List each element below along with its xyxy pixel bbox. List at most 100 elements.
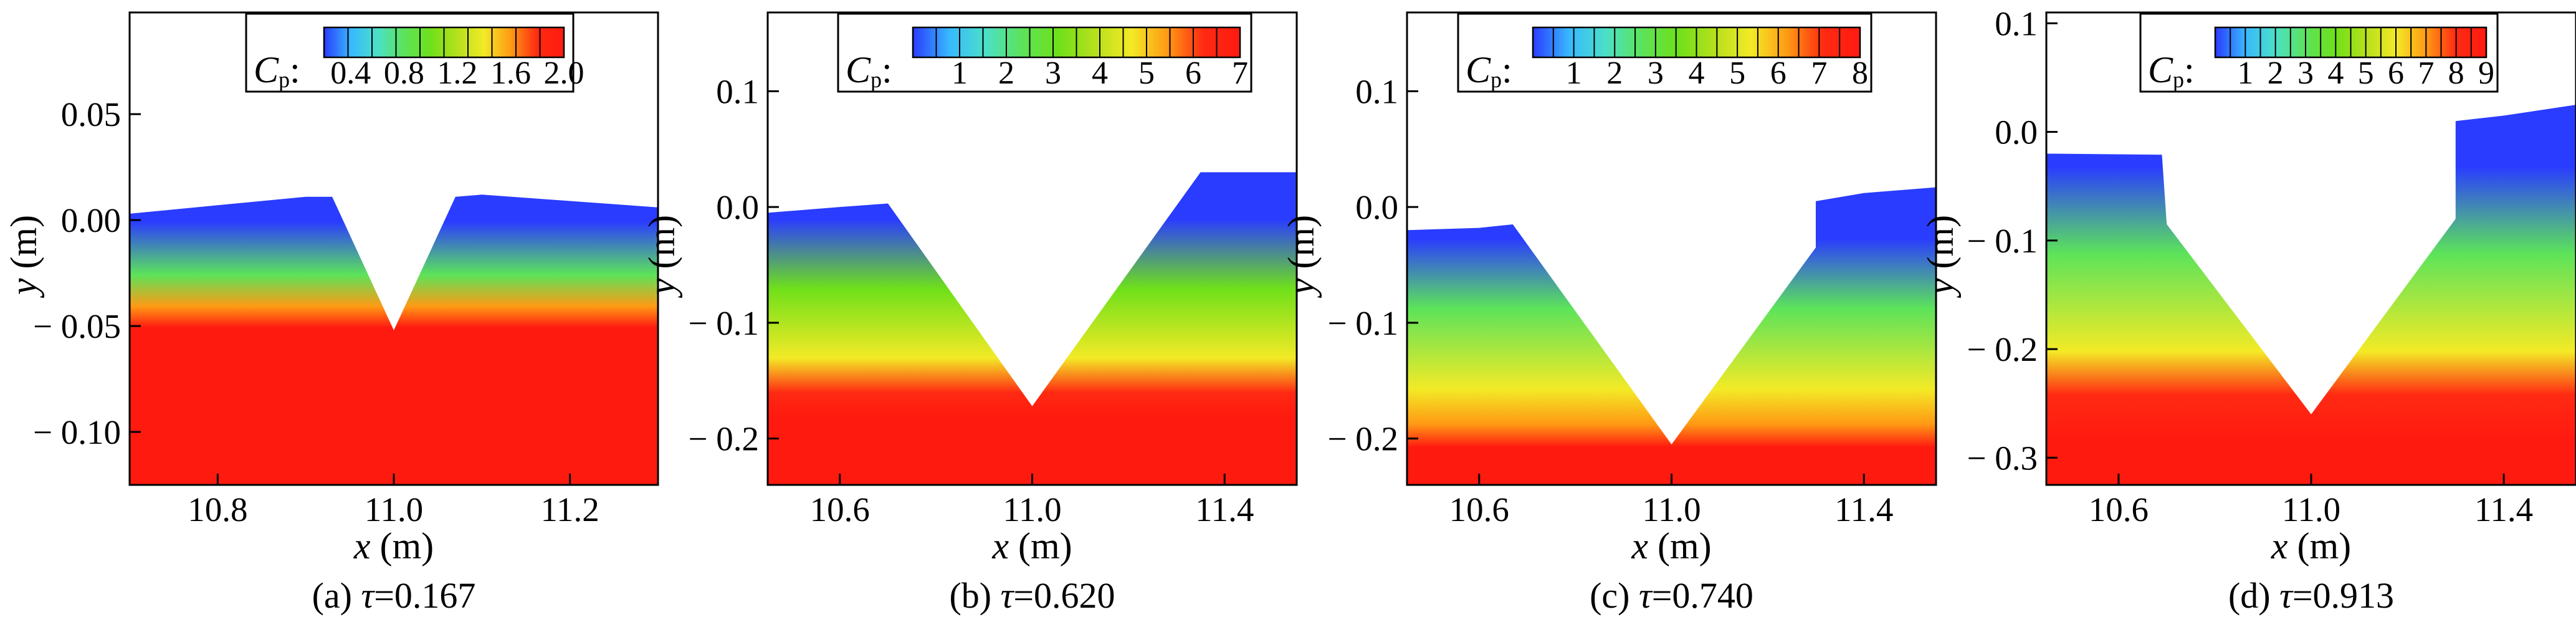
- colorbar-tick-label: 4: [2327, 55, 2344, 91]
- colorbar-tick-label: 2: [1606, 55, 1623, 91]
- colorbar-tick-label: 3: [1045, 55, 1061, 91]
- x-axis-unit: (m): [1648, 525, 1712, 567]
- x-axis-unit: (m): [1009, 525, 1072, 567]
- panel-a: 10.8 11.0 11.20.050.00− 0.05− 0.10x (m)y (…: [3, 11, 659, 616]
- caption-symbol: τ: [1639, 575, 1653, 616]
- colorbar-tick-label: 0.8: [384, 55, 424, 91]
- x-tick-label: 11.2: [541, 490, 599, 529]
- y-axis-unit: (m): [641, 215, 682, 279]
- colorbar-title-sub: p: [1491, 67, 1502, 92]
- x-tick-label: 10.6: [1449, 490, 1509, 529]
- pressure-field: [130, 194, 658, 485]
- x-axis-title: x (m): [2271, 525, 2351, 567]
- y-tick-label: − 0.1: [1967, 222, 2038, 260]
- x-tick-label: 10.6: [2089, 490, 2149, 529]
- caption-prefix: (d): [2228, 575, 2279, 616]
- colorbar-tick-label: 5: [1138, 55, 1155, 91]
- colorbar-tick-label: 6: [1185, 55, 1201, 91]
- colorbar-title-var: C: [1466, 49, 1491, 90]
- colorbar-tick-label: 1: [952, 55, 968, 91]
- y-tick-label: 0.00: [61, 201, 121, 239]
- colorbar-title-colon: :: [290, 49, 300, 90]
- y-tick-label: − 0.10: [33, 413, 121, 451]
- panel-b: 10.6 11.0 11.40.10.0− 0.1− 0.2x (m)y (m)Cp…: [641, 11, 1298, 616]
- colorbar-title-sub: p: [279, 67, 290, 92]
- x-tick-label: 10.6: [810, 490, 870, 529]
- caption-value: =0.620: [1013, 575, 1115, 616]
- x-axis-var: x: [2271, 525, 2288, 567]
- x-tick-label: 11.0: [1642, 490, 1701, 529]
- y-tick-label: − 0.05: [33, 307, 121, 345]
- panel-c: 10.6 11.0 11.40.10.0− 0.1− 0.2x (m)y (m)Cp…: [1281, 11, 1937, 616]
- colorbar-tick-label: 1: [2237, 55, 2253, 91]
- colorbar-title: Cp:: [254, 49, 300, 92]
- colorbar-title: Cp:: [2148, 49, 2195, 92]
- colorbar-title-var: C: [254, 49, 279, 90]
- y-tick-label: 0.0: [1355, 188, 1398, 226]
- y-tick-label: − 0.3: [1967, 439, 2038, 477]
- colorbar-tick-label: 1: [1566, 55, 1582, 91]
- colorbar-tick-label: 7: [1811, 55, 1827, 91]
- colorbar-title: Cp:: [846, 49, 892, 92]
- caption-symbol: τ: [361, 575, 375, 616]
- y-tick-label: 0.0: [716, 188, 759, 226]
- y-axis-var: y: [1920, 278, 1961, 299]
- caption-value: =0.740: [1652, 575, 1753, 616]
- pressure-field: [2046, 105, 2576, 485]
- colorbar-tick-label: 2: [998, 55, 1014, 91]
- y-axis-title: y (m): [3, 215, 44, 299]
- pressure-field: [1407, 187, 1936, 485]
- y-tick-label: − 0.1: [688, 304, 759, 342]
- colorbar-title-colon: :: [882, 49, 892, 90]
- y-tick-label: 0.05: [61, 95, 121, 133]
- caption-prefix: (a): [312, 575, 361, 616]
- colorbar-title-colon: :: [2184, 49, 2195, 90]
- y-tick-label: − 0.2: [1967, 330, 2038, 368]
- pressure-field: [768, 172, 1297, 485]
- colorbar-tick-label: 2.0: [544, 55, 584, 91]
- colorbar-tick-label: 1.2: [437, 55, 477, 91]
- x-tick-label: 11.4: [2474, 490, 2533, 529]
- x-axis-var: x: [1631, 525, 1648, 567]
- colorbar-tick-label: 7: [2418, 55, 2434, 91]
- colorbar-tick-label: 5: [2358, 55, 2374, 91]
- panel-caption: (c) τ=0.740: [1590, 575, 1753, 616]
- colorbar-tick-label: 3: [2297, 55, 2314, 91]
- colorbar-tick-label: 2: [2268, 55, 2284, 91]
- x-tick-label: 11.4: [1834, 490, 1893, 529]
- x-axis-unit: (m): [371, 525, 434, 567]
- colorbar-title-var: C: [846, 49, 871, 90]
- x-axis-title: x (m): [991, 525, 1072, 567]
- x-axis-var: x: [991, 525, 1009, 567]
- panel-caption: (b) τ=0.620: [949, 575, 1115, 616]
- colorbar-tick-label: 8: [1852, 55, 1868, 91]
- colorbar-tick-label: 6: [2388, 55, 2404, 91]
- y-axis-title: y (m): [1920, 215, 1961, 299]
- colorbar-tick-label: 7: [1232, 55, 1248, 91]
- x-axis-var: x: [353, 525, 371, 567]
- y-axis-unit: (m): [3, 215, 44, 279]
- y-tick-label: − 0.1: [1327, 304, 1398, 342]
- caption-symbol: τ: [2279, 575, 2294, 616]
- y-axis-unit: (m): [1281, 215, 1322, 279]
- caption-value: =0.167: [374, 575, 475, 616]
- x-tick-label: 11.0: [365, 490, 423, 529]
- y-axis-var: y: [641, 278, 682, 299]
- panel-d: 10.6 11.0 11.40.10.0− 0.1− 0.2− 0.3x (m)y …: [1920, 4, 2576, 616]
- panel-caption: (a) τ=0.167: [312, 575, 476, 616]
- colorbar-tick-label: 9: [2478, 55, 2494, 91]
- y-tick-label: 0.1: [716, 72, 759, 110]
- y-tick-label: 0.1: [1995, 4, 2038, 42]
- colorbar-tick-label: 0.4: [330, 55, 371, 91]
- y-axis-var: y: [3, 278, 44, 299]
- x-tick-label: 11.4: [1195, 490, 1254, 529]
- colorbar-title-sub: p: [2173, 67, 2184, 92]
- y-axis-title: y (m): [641, 215, 682, 299]
- caption-prefix: (c): [1590, 575, 1639, 616]
- y-axis-var: y: [1281, 278, 1322, 299]
- x-axis-title: x (m): [353, 525, 434, 567]
- y-tick-label: 0.0: [1995, 113, 2038, 151]
- colorbar-title-sub: p: [871, 67, 882, 92]
- colorbar-tick-label: 1.6: [490, 55, 531, 91]
